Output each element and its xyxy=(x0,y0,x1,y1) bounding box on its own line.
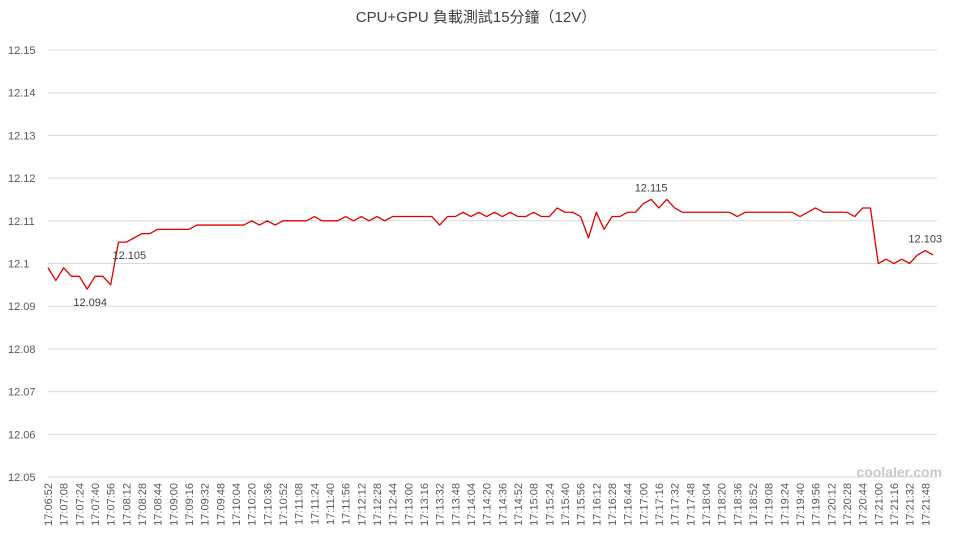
x-tick-label: 17:19:56 xyxy=(811,483,823,526)
x-tick-label: 17:13:32 xyxy=(435,483,447,526)
x-tick-label: 17:11:08 xyxy=(294,483,306,525)
data-label: 12.094 xyxy=(73,297,107,309)
x-tick-label: 17:13:00 xyxy=(403,483,415,526)
x-tick-label: 17:10:04 xyxy=(231,483,243,526)
x-tick-label: 17:18:36 xyxy=(732,483,744,526)
y-tick-label: 12.06 xyxy=(8,429,36,441)
x-tick-label: 17:10:52 xyxy=(278,483,290,526)
x-tick-label: 17:20:44 xyxy=(858,483,870,526)
x-tick-label: 17:14:52 xyxy=(513,483,525,526)
x-tick-label: 17:07:40 xyxy=(90,483,102,526)
y-tick-label: 12.1 xyxy=(8,259,29,271)
y-tick-label: 12.15 xyxy=(8,45,36,57)
x-tick-label: 17:19:08 xyxy=(764,483,776,526)
x-tick-label: 17:14:20 xyxy=(482,483,494,526)
x-tick-label: 17:08:28 xyxy=(137,483,149,526)
x-tick-label: 17:10:20 xyxy=(247,483,259,526)
x-tick-label: 17:09:32 xyxy=(200,483,212,526)
y-tick-label: 12.12 xyxy=(8,173,36,185)
x-tick-label: 17:15:24 xyxy=(544,483,556,526)
y-tick-label: 12.09 xyxy=(8,301,36,313)
y-tick-label: 12.05 xyxy=(8,472,36,484)
x-tick-label: 17:19:40 xyxy=(795,483,807,526)
x-tick-label: 17:13:48 xyxy=(450,483,462,526)
x-tick-label: 17:12:44 xyxy=(388,483,400,526)
y-tick-label: 12.14 xyxy=(8,88,36,100)
data-line xyxy=(47,198,934,290)
watermark: coolaler.com xyxy=(856,464,942,480)
x-tick-label: 17:10:36 xyxy=(262,483,274,526)
x-tick-label: 17:08:44 xyxy=(153,483,165,526)
x-tick-label: 17:09:16 xyxy=(184,483,196,526)
x-tick-label: 17:07:56 xyxy=(106,483,118,526)
x-tick-label: 17:21:48 xyxy=(920,483,932,526)
data-label: 12.105 xyxy=(112,250,146,262)
data-label: 12.115 xyxy=(635,182,668,194)
x-tick-label: 17:18:20 xyxy=(717,483,729,526)
x-tick-label: 17:15:56 xyxy=(576,483,588,526)
x-tick-label: 17:21:32 xyxy=(905,483,917,526)
x-tick-label: 17:07:08 xyxy=(59,483,71,526)
x-tick-label: 17:17:48 xyxy=(685,483,697,526)
chart-title: CPU+GPU 負載測試15分鐘（12V） xyxy=(356,9,596,26)
x-tick-label: 17:18:52 xyxy=(748,483,760,526)
x-tick-label: 17:11:40 xyxy=(325,483,337,525)
x-tick-label: 17:09:48 xyxy=(215,483,227,526)
x-tick-label: 17:15:40 xyxy=(560,483,572,526)
x-tick-label: 17:17:16 xyxy=(654,483,666,526)
x-tick-label: 17:20:28 xyxy=(842,483,854,526)
x-tick-label: 17:13:16 xyxy=(419,483,431,526)
y-tick-label: 12.13 xyxy=(8,130,36,142)
x-tick-label: 17:21:16 xyxy=(889,483,901,526)
y-tick-label: 12.11 xyxy=(8,216,35,228)
x-tick-label: 17:15:08 xyxy=(529,483,541,526)
x-tick-label: 17:08:12 xyxy=(121,483,133,526)
x-tick-label: 17:07:24 xyxy=(74,483,86,526)
x-tick-label: 17:11:24 xyxy=(309,483,321,525)
x-tick-label: 17:06:52 xyxy=(43,483,55,526)
y-tick-label: 12.07 xyxy=(8,387,36,399)
x-tick-label: 17:09:00 xyxy=(168,483,180,526)
data-label: 12.103 xyxy=(908,234,942,246)
x-tick-label: 17:21:00 xyxy=(873,483,885,526)
x-tick-label: 17:11:56 xyxy=(341,483,353,525)
x-tick-label: 17:17:32 xyxy=(670,483,682,526)
x-tick-label: 17:18:04 xyxy=(701,483,713,526)
x-tick-label: 17:19:24 xyxy=(779,483,791,526)
y-tick-label: 12.08 xyxy=(8,344,36,356)
x-tick-label: 17:12:28 xyxy=(372,483,384,526)
x-tick-label: 17:14:36 xyxy=(497,483,509,526)
x-tick-label: 17:16:28 xyxy=(607,483,619,526)
x-tick-label: 17:14:04 xyxy=(466,483,478,526)
x-tick-label: 17:16:44 xyxy=(623,483,635,526)
x-tick-label: 17:16:12 xyxy=(591,483,603,526)
x-tick-label: 17:17:00 xyxy=(638,483,650,526)
x-tick-label: 17:12:12 xyxy=(356,483,368,526)
x-tick-label: 17:20:12 xyxy=(826,483,838,526)
